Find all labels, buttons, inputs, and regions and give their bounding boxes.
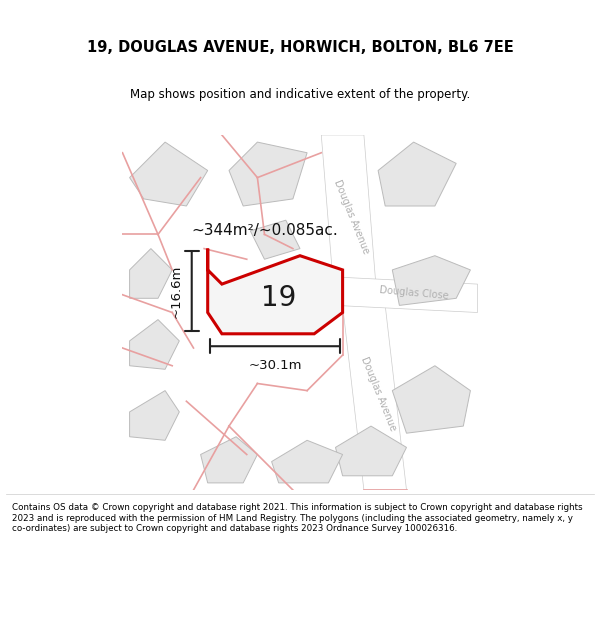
Polygon shape <box>392 256 470 306</box>
Text: 19: 19 <box>261 284 296 312</box>
Text: Douglas Close: Douglas Close <box>379 285 449 301</box>
Polygon shape <box>130 249 172 298</box>
Polygon shape <box>378 142 456 206</box>
Polygon shape <box>130 142 208 206</box>
Polygon shape <box>335 277 478 312</box>
Polygon shape <box>208 249 343 334</box>
Text: Map shows position and indicative extent of the property.: Map shows position and indicative extent… <box>130 88 470 101</box>
Polygon shape <box>229 142 307 206</box>
Text: ~344m²/~0.085ac.: ~344m²/~0.085ac. <box>191 223 338 238</box>
Text: Contains OS data © Crown copyright and database right 2021. This information is : Contains OS data © Crown copyright and d… <box>12 504 583 533</box>
Polygon shape <box>236 284 286 319</box>
Polygon shape <box>200 437 257 483</box>
Polygon shape <box>392 366 470 433</box>
Polygon shape <box>130 319 179 369</box>
Polygon shape <box>343 306 407 490</box>
Text: ~30.1m: ~30.1m <box>248 359 302 372</box>
Polygon shape <box>335 426 407 476</box>
Polygon shape <box>272 440 343 483</box>
Text: Douglas Avenue: Douglas Avenue <box>332 178 371 255</box>
Polygon shape <box>322 135 378 312</box>
Polygon shape <box>250 220 300 259</box>
Text: Douglas Avenue: Douglas Avenue <box>359 356 398 432</box>
Polygon shape <box>130 391 179 440</box>
Text: ~16.6m: ~16.6m <box>170 264 183 318</box>
Text: 19, DOUGLAS AVENUE, HORWICH, BOLTON, BL6 7EE: 19, DOUGLAS AVENUE, HORWICH, BOLTON, BL6… <box>86 41 514 56</box>
